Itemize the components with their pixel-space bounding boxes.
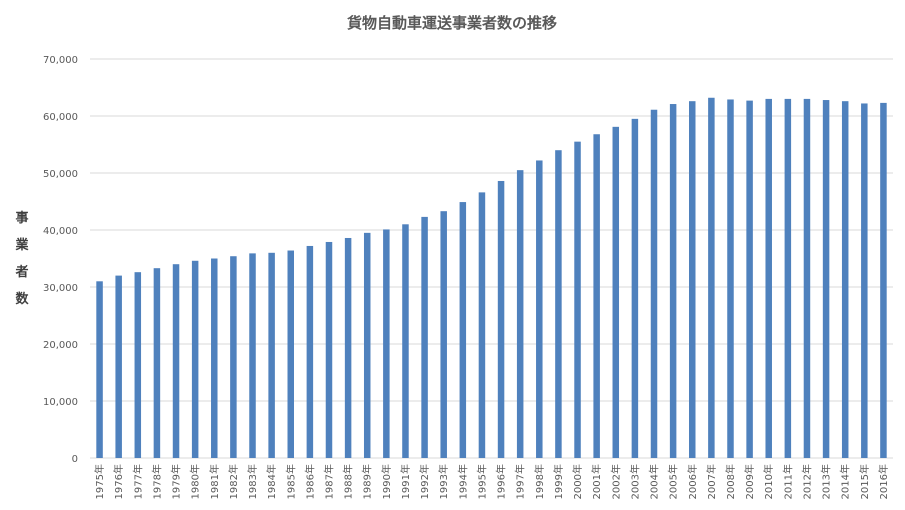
gridlines	[90, 58, 893, 459]
bar	[134, 272, 142, 458]
bar	[96, 281, 103, 458]
x-tick-label: 1996年	[495, 464, 508, 499]
x-tick-label: 1990年	[380, 464, 393, 499]
x-tick-label: 2004年	[648, 464, 661, 499]
x-tick-label: 2014年	[839, 464, 852, 499]
bar	[459, 202, 467, 458]
x-tick-label: 2013年	[820, 464, 833, 499]
x-tick-label: 2007年	[705, 464, 718, 499]
bar	[497, 180, 505, 459]
x-tick-label: 1994年	[456, 464, 469, 499]
bar	[650, 109, 658, 458]
bar	[172, 264, 180, 458]
bar	[555, 150, 562, 458]
bar	[727, 99, 734, 458]
bar	[841, 101, 849, 459]
x-tick-label: 1984年	[265, 464, 278, 499]
y-tick-label: 50,000	[43, 169, 78, 180]
x-axis-ticks: 1975年 1976年 1977年 1978年 1979年 1980年 1981年 1982年…	[93, 464, 890, 499]
bar	[363, 232, 371, 458]
x-tick-label: 1987年	[322, 464, 335, 499]
x-tick-label: 2016年	[877, 464, 890, 499]
x-tick-label: 2009年	[743, 464, 756, 499]
bar	[191, 260, 199, 458]
x-tick-label: 1980年	[189, 464, 202, 499]
x-tick-label: 2008年	[724, 464, 737, 499]
x-tick-label: 1997年	[514, 464, 527, 499]
x-tick-label: 1981年	[208, 464, 221, 499]
bar	[880, 102, 887, 458]
x-tick-label: 1986年	[303, 464, 316, 499]
bar	[861, 103, 868, 459]
x-tick-label: 1975年	[93, 464, 106, 499]
x-tick-label: 1985年	[284, 464, 297, 499]
y-tick-label: 60,000	[43, 112, 78, 123]
x-tick-label: 1977年	[131, 464, 144, 499]
y-tick-label: 0	[72, 454, 78, 465]
bar	[822, 100, 830, 458]
x-tick-label: 2000年	[571, 464, 584, 499]
bar	[574, 141, 581, 458]
x-tick-label: 2003年	[628, 464, 641, 499]
bar	[287, 250, 295, 458]
x-tick-label: 2012年	[800, 464, 813, 499]
bar	[612, 126, 620, 458]
bar	[402, 224, 409, 458]
bar	[383, 229, 390, 458]
bar	[803, 98, 811, 459]
y-tick-label: 10,000	[43, 397, 78, 408]
x-tick-label: 1982年	[227, 464, 240, 499]
x-tick-label: 1999年	[552, 464, 565, 499]
y-tick-label: 70,000	[43, 55, 78, 66]
bar	[344, 237, 352, 458]
bar	[211, 258, 218, 458]
bar	[746, 100, 753, 459]
x-tick-label: 1995年	[475, 464, 488, 499]
bar	[153, 268, 161, 458]
bar	[536, 160, 543, 458]
y-axis-label: 事業者数	[14, 210, 29, 307]
x-tick-label: 2010年	[762, 464, 775, 499]
y-tick-label: 20,000	[43, 340, 78, 351]
bars	[96, 97, 887, 459]
bar	[708, 97, 715, 458]
bar	[688, 101, 696, 459]
x-tick-label: 1998年	[533, 464, 546, 499]
x-tick-label: 1988年	[342, 464, 355, 499]
x-tick-label: 1979年	[170, 464, 183, 499]
x-tick-label: 1976年	[112, 464, 125, 499]
bar	[516, 170, 524, 458]
chart-title: 貨物自動車運送事業者数の推移	[347, 14, 557, 32]
bar	[478, 192, 486, 458]
bar	[268, 252, 275, 458]
bar	[306, 245, 314, 458]
x-tick-label: 2015年	[858, 464, 871, 499]
x-tick-label: 2005年	[667, 464, 680, 499]
y-axis-ticks: 0 10,000 20,000 30,000 40,000 50,000 60,000 70,…	[43, 55, 78, 465]
y-tick-label: 40,000	[43, 226, 78, 237]
x-tick-label: 1991年	[399, 464, 412, 499]
x-tick-label: 2001年	[590, 464, 603, 499]
bar	[249, 253, 256, 458]
x-tick-label: 2011年	[781, 464, 794, 499]
bar	[784, 98, 792, 459]
bar	[230, 256, 237, 458]
x-tick-label: 1978年	[150, 464, 163, 499]
bar	[325, 241, 333, 458]
bar	[593, 134, 600, 459]
x-tick-label: 1983年	[246, 464, 259, 499]
bar	[765, 98, 772, 459]
bar	[669, 104, 677, 458]
x-tick-label: 1993年	[437, 464, 450, 499]
bar	[631, 118, 639, 458]
y-tick-label: 30,000	[43, 283, 78, 294]
bar	[421, 216, 428, 458]
bar	[440, 211, 447, 458]
bar	[115, 275, 122, 458]
x-tick-label: 1989年	[361, 464, 374, 499]
x-tick-label: 1992年	[418, 464, 431, 499]
x-tick-label: 2002年	[609, 464, 622, 499]
x-tick-label: 2006年	[686, 464, 699, 499]
